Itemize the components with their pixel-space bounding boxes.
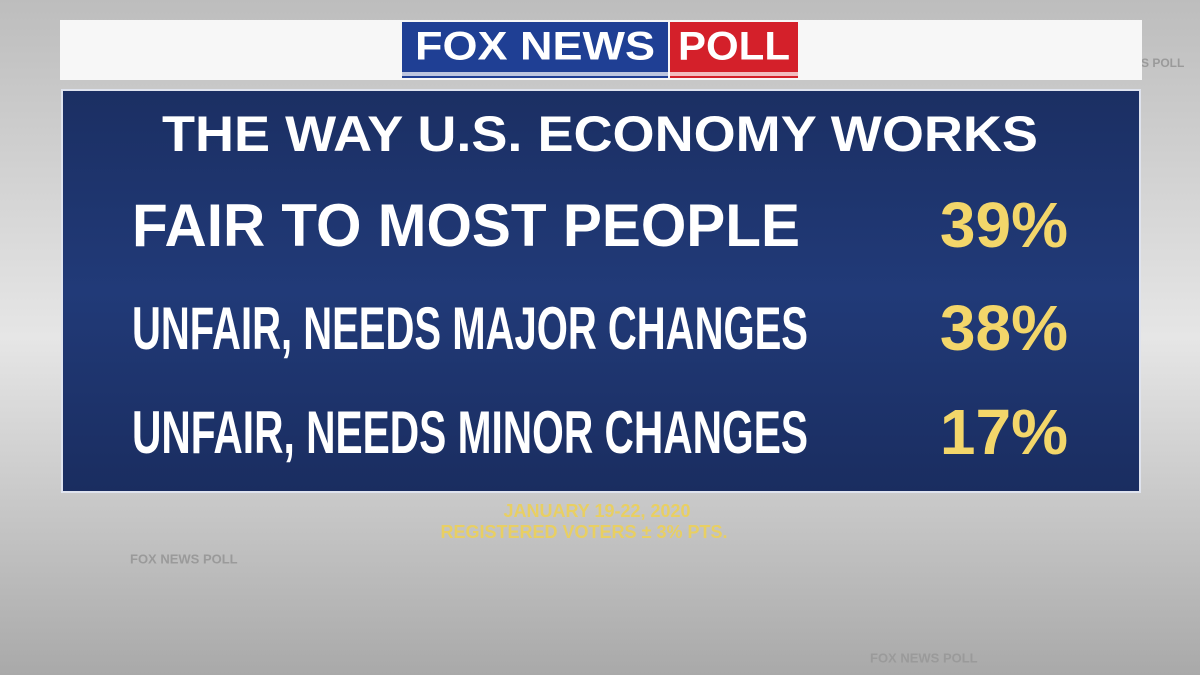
brand: FOX NEWS xyxy=(415,25,655,69)
footer-dates: JANUARY 19-22, 2020 xyxy=(503,501,690,521)
logo-stripe xyxy=(402,72,798,76)
badge: POLL xyxy=(678,25,790,69)
row-value: 38% xyxy=(940,292,1068,364)
row-value: 39% xyxy=(940,189,1068,261)
row-label: UNFAIR, NEEDS MINOR CHANGES xyxy=(132,399,808,466)
panel xyxy=(61,89,1141,493)
row-label: UNFAIR, NEEDS MAJOR CHANGES xyxy=(132,295,808,362)
watermark: FOX NEWS POLL xyxy=(130,551,238,566)
rows: FAIR TO MOST PEOPLE 39% UNFAIR, NEEDS MAJO… xyxy=(132,189,1068,468)
row-label: FAIR TO MOST PEOPLE xyxy=(132,192,800,259)
brand-box xyxy=(402,22,668,78)
watermark: FOX NEWS POLL xyxy=(870,650,978,665)
title: THE WAY U.S. ECONOMY WORKS xyxy=(162,106,1038,162)
badge-box xyxy=(670,22,798,78)
row-value: 17% xyxy=(940,396,1068,468)
footer-sample: REGISTERED VOTERS ± 3% PTS. xyxy=(441,522,728,542)
